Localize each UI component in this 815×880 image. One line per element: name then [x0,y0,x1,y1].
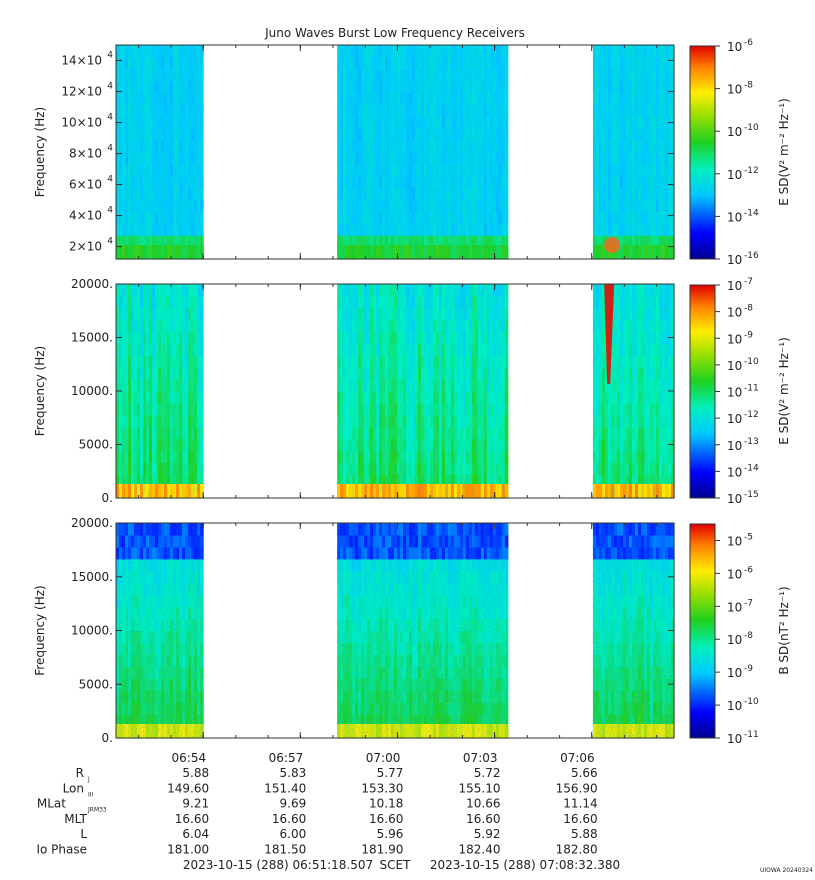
y-tick-label: 4×10 [69,209,102,223]
y-tick-exponent: 4 [107,175,113,185]
y-tick-label: 6×10 [69,178,102,192]
colorbar-tick-label: 10 [727,332,742,346]
y-tick-exponent: 4 [107,51,113,61]
colorbar-tick-exponent: -9 [744,330,753,340]
data-interval-3 [592,284,675,499]
colorbar-tick-exponent: -8 [744,81,753,91]
y-tick-label: 2×10 [69,240,102,254]
y-axis-label: Frequency (Hz) [33,107,47,198]
data-interval-3 [592,45,675,260]
colorbar-tick-label: 10 [727,412,742,426]
emission-burst [604,284,615,384]
spectrogram-panel-1: 2×10 4 4×10 4 6×10 4 8×10 4 10×10 4 12×10 4 14×10 4 Fr… [33,38,791,267]
noise-texture [592,45,674,259]
y-tick-label: 0. [102,491,113,505]
y-tick-label: 10000. [71,384,113,398]
data-interval-2 [337,284,509,499]
colorbar-tick-exponent: -15 [744,490,759,500]
colorbar-tick-exponent: -14 [744,208,759,218]
colorbar-tick-exponent: -12 [744,166,759,176]
y-tick-label: 12×10 [61,85,102,99]
colorbar-tick-exponent: -8 [744,304,753,314]
colorbar [689,45,716,260]
colorbar-label: E SD(V² m⁻² Hz⁻¹) [777,337,791,445]
data-interval-1 [116,284,204,499]
colorbar-tick-label: 10 [727,386,742,400]
colorbar-tick-label: 10 [727,83,742,97]
colorbar-tick-exponent: -13 [744,437,759,447]
noise-texture [116,45,204,259]
spectrogram-panel-2: 0. 5000. 10000. 15000. 20000. Frequency (Hz) 1… [33,277,791,506]
colorbar-tick-label: 10 [727,279,742,293]
y-tick-exponent: 4 [107,144,113,154]
colorbar-tick-label: 10 [727,40,742,54]
noise-texture [116,284,204,498]
colorbar-tick-exponent: -12 [744,410,759,420]
y-axis-label: Frequency (Hz) [33,346,47,437]
y-tick-label: 15000. [71,331,113,345]
y-tick-label: 5000. [79,438,113,452]
colorbar-tick-exponent: -16 [744,251,759,261]
emission-burst [604,237,621,253]
chart-title: Juno Waves Burst Low Frequency Receivers [264,26,525,40]
data-interval-1 [116,523,204,739]
y-tick-label: 10×10 [61,116,102,130]
colorbar-tick-exponent: -7 [744,277,753,287]
colorbar-label: E SD(V² m⁻² Hz⁻¹) [777,98,791,206]
colorbar-tick-label: 10 [727,465,742,479]
noise-texture [337,284,508,498]
colorbar-tick-label: 10 [727,359,742,373]
y-tick-exponent: 4 [107,113,113,123]
colorbar-tick-exponent: -10 [744,123,759,133]
y-tick-exponent: 4 [107,237,113,247]
colorbar [689,284,716,499]
y-tick-label: 20000. [71,277,113,291]
panel-frame [115,44,675,260]
colorbar-tick-label: 10 [727,439,742,453]
colorbar-tick-label: 10 [727,306,742,320]
colorbar-tick-exponent: -10 [744,357,759,367]
noise-texture [592,284,674,498]
y-tick-exponent: 4 [107,206,113,216]
y-tick-label: 8×10 [69,147,102,161]
y-tick-label: 14×10 [61,54,102,68]
noise-texture [337,45,508,259]
colorbar-tick-exponent: -6 [744,38,753,48]
colorbar-tick-label: 10 [727,168,742,182]
colorbar-tick-label: 10 [727,253,742,267]
spectrogram-panel-3: 0.5000.10000.15000.20000.Frequency (Hz)1… [33,516,791,746]
colorbar-tick-label: 10 [727,125,742,139]
data-interval-1 [116,45,204,260]
colorbar-tick-exponent: -11 [744,384,759,394]
colorbar-tick-label: 10 [727,492,742,506]
colorbar-tick-exponent: -14 [744,463,759,473]
colorbar-tick-label: 10 [727,210,742,224]
y-tick-exponent: 4 [107,82,113,92]
spectrogram-panels: 2×10 4 4×10 4 6×10 4 8×10 4 10×10 4 12×10 4 14×10 4 Fr… [33,38,791,746]
data-interval-2 [337,45,509,260]
